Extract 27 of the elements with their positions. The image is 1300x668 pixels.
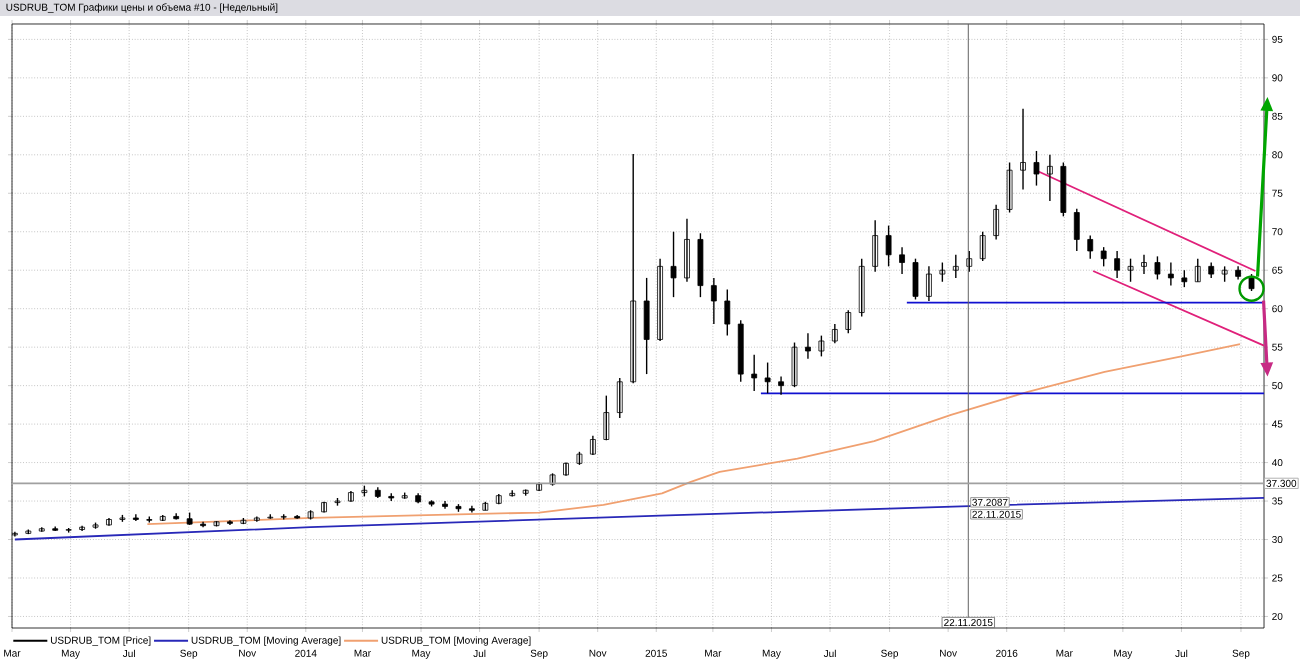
candlestick: [1006, 161, 1013, 214]
candlestick: [469, 504, 475, 514]
candlestick: [1087, 234, 1094, 260]
candlestick: [724, 288, 731, 337]
line-series: [13, 497, 1265, 541]
candlestick: [294, 514, 301, 520]
candlestick: [200, 521, 206, 528]
candlestick: [253, 515, 260, 523]
candlestick: [1100, 246, 1107, 268]
candlestick: [1167, 261, 1174, 287]
candlestick: [1033, 150, 1040, 187]
line-series: [146, 343, 1241, 526]
candlestick: [227, 519, 233, 526]
candlestick: [791, 341, 798, 388]
candlestick: [132, 513, 139, 522]
candlestick: [643, 277, 650, 375]
candlestick: [764, 361, 771, 395]
candlestick: [818, 334, 825, 358]
candlestick: [939, 261, 946, 283]
candlestick: [1154, 255, 1161, 281]
candlestick: [1127, 257, 1134, 283]
candlestick: [885, 224, 892, 268]
candlestick: [697, 232, 704, 298]
candlestick: [442, 500, 448, 510]
candlestick: [670, 231, 677, 298]
candlestick: [751, 354, 758, 392]
candlestick: [912, 257, 919, 301]
